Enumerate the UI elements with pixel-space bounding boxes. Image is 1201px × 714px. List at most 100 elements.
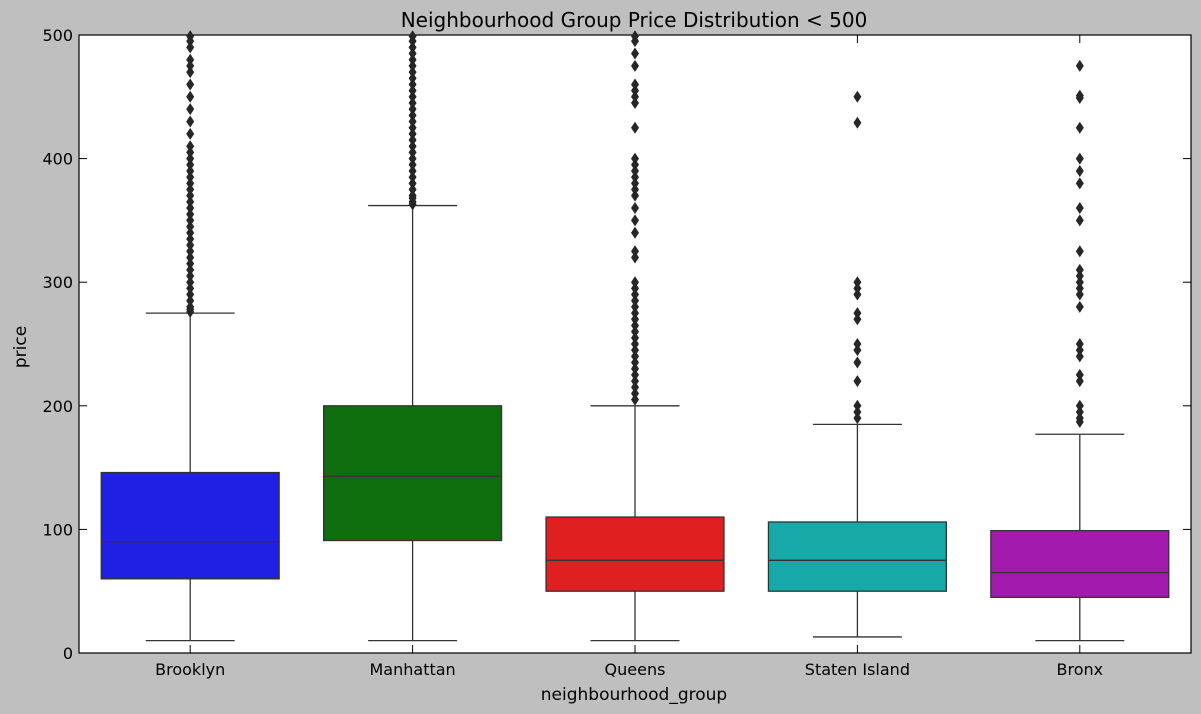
outlier-point — [631, 245, 639, 258]
outlier-point — [631, 121, 639, 134]
outlier-point — [631, 375, 639, 388]
outlier-point — [186, 189, 195, 202]
outlier-point — [853, 412, 862, 425]
outlier-point — [186, 251, 195, 264]
outlier-point — [1075, 282, 1084, 295]
outlier-point — [853, 282, 862, 295]
outlier-point — [408, 84, 417, 97]
outlier-point — [408, 41, 417, 54]
outlier-point — [186, 59, 195, 72]
outlier-point — [1075, 164, 1084, 177]
outlier-point — [186, 288, 195, 301]
outlier-point — [186, 282, 195, 295]
outlier-point — [1075, 412, 1084, 425]
outlier-point — [186, 245, 195, 258]
outlier-point — [186, 263, 195, 276]
outlier-point — [408, 140, 417, 153]
outlier-point — [631, 214, 639, 227]
outlier-point — [1075, 263, 1084, 276]
outlier-point — [1075, 344, 1084, 357]
y-tick-label: 200 — [42, 397, 73, 416]
outlier-point — [631, 152, 639, 165]
outlier-point — [631, 171, 639, 184]
outlier-point — [631, 381, 639, 394]
iqr-box — [100, 471, 280, 580]
outlier-point — [186, 78, 195, 91]
outlier-point — [186, 239, 195, 252]
outlier-point — [631, 158, 639, 171]
outlier-point — [631, 84, 639, 97]
outlier-point — [1075, 202, 1084, 215]
outlier-point — [186, 202, 195, 215]
outlier-point — [631, 350, 639, 363]
outlier-point — [1075, 89, 1084, 102]
outlier-point — [186, 226, 195, 239]
outlier-point — [631, 282, 639, 295]
outlier-point — [631, 368, 639, 381]
outlier-point — [408, 177, 417, 190]
y-tick-label: 100 — [42, 520, 73, 539]
outlier-point — [631, 294, 639, 307]
outlier-point — [408, 109, 417, 122]
outlier-point — [631, 362, 639, 375]
outlier-point — [408, 134, 417, 147]
outlier-point — [631, 47, 639, 60]
iqr-box — [767, 521, 948, 592]
outlier-point — [408, 164, 417, 177]
outlier-point — [1075, 350, 1084, 363]
outlier-point — [631, 393, 639, 406]
outlier-point — [631, 164, 639, 177]
outlier-point — [853, 116, 862, 129]
outlier-point — [186, 164, 195, 177]
outlier-point — [853, 288, 862, 301]
outlier-point — [631, 78, 639, 91]
outlier-point — [631, 331, 639, 344]
outlier-point — [186, 103, 195, 116]
outlier-point — [631, 251, 639, 264]
outlier-point — [1075, 214, 1084, 227]
outlier-point — [1075, 270, 1084, 283]
outlier-point — [186, 152, 195, 165]
outlier-point — [1075, 405, 1084, 418]
outlier-point — [186, 140, 195, 153]
outlier-point — [186, 30, 195, 43]
outlier-point — [186, 257, 195, 270]
outlier-point — [186, 127, 195, 140]
iqr-box — [322, 405, 503, 542]
x-axis-label: neighbourhood_group — [541, 685, 727, 705]
outlier-point — [1075, 375, 1084, 388]
outlier-point — [408, 59, 417, 72]
outlier-point — [186, 41, 195, 54]
outlier-point — [631, 96, 639, 109]
outlier-point — [408, 121, 417, 134]
x-tick-label: Brooklyn — [155, 660, 225, 679]
outlier-point — [853, 375, 862, 388]
outlier-point — [186, 115, 195, 128]
y-tick-label: 500 — [42, 26, 73, 45]
outlier-point — [631, 189, 639, 202]
outlier-point — [1075, 245, 1084, 258]
outlier-point — [1075, 59, 1084, 72]
outlier-point — [853, 405, 862, 418]
box-manhattan — [322, 30, 503, 642]
outlier-point — [631, 202, 639, 215]
outlier-point — [408, 96, 417, 109]
outlier-point — [186, 208, 195, 221]
outlier-point — [853, 307, 862, 320]
outlier-point — [186, 300, 195, 313]
outlier-point — [853, 356, 862, 369]
outlier-point — [186, 214, 195, 227]
outlier-point — [408, 103, 417, 116]
box-queens — [545, 30, 725, 642]
boxes-group — [100, 30, 1170, 642]
box-bronx — [990, 59, 1170, 642]
y-axis-label: price — [11, 326, 31, 368]
outlier-point — [1075, 368, 1084, 381]
outlier-point — [631, 387, 639, 400]
y-tick-label: 400 — [42, 150, 73, 169]
outlier-point — [631, 300, 639, 313]
x-axis: Brooklyn Manhattan Queens Staten Island Bron… — [155, 35, 1103, 679]
outlier-point — [631, 288, 639, 301]
x-tick-label: Staten Island — [805, 660, 910, 679]
